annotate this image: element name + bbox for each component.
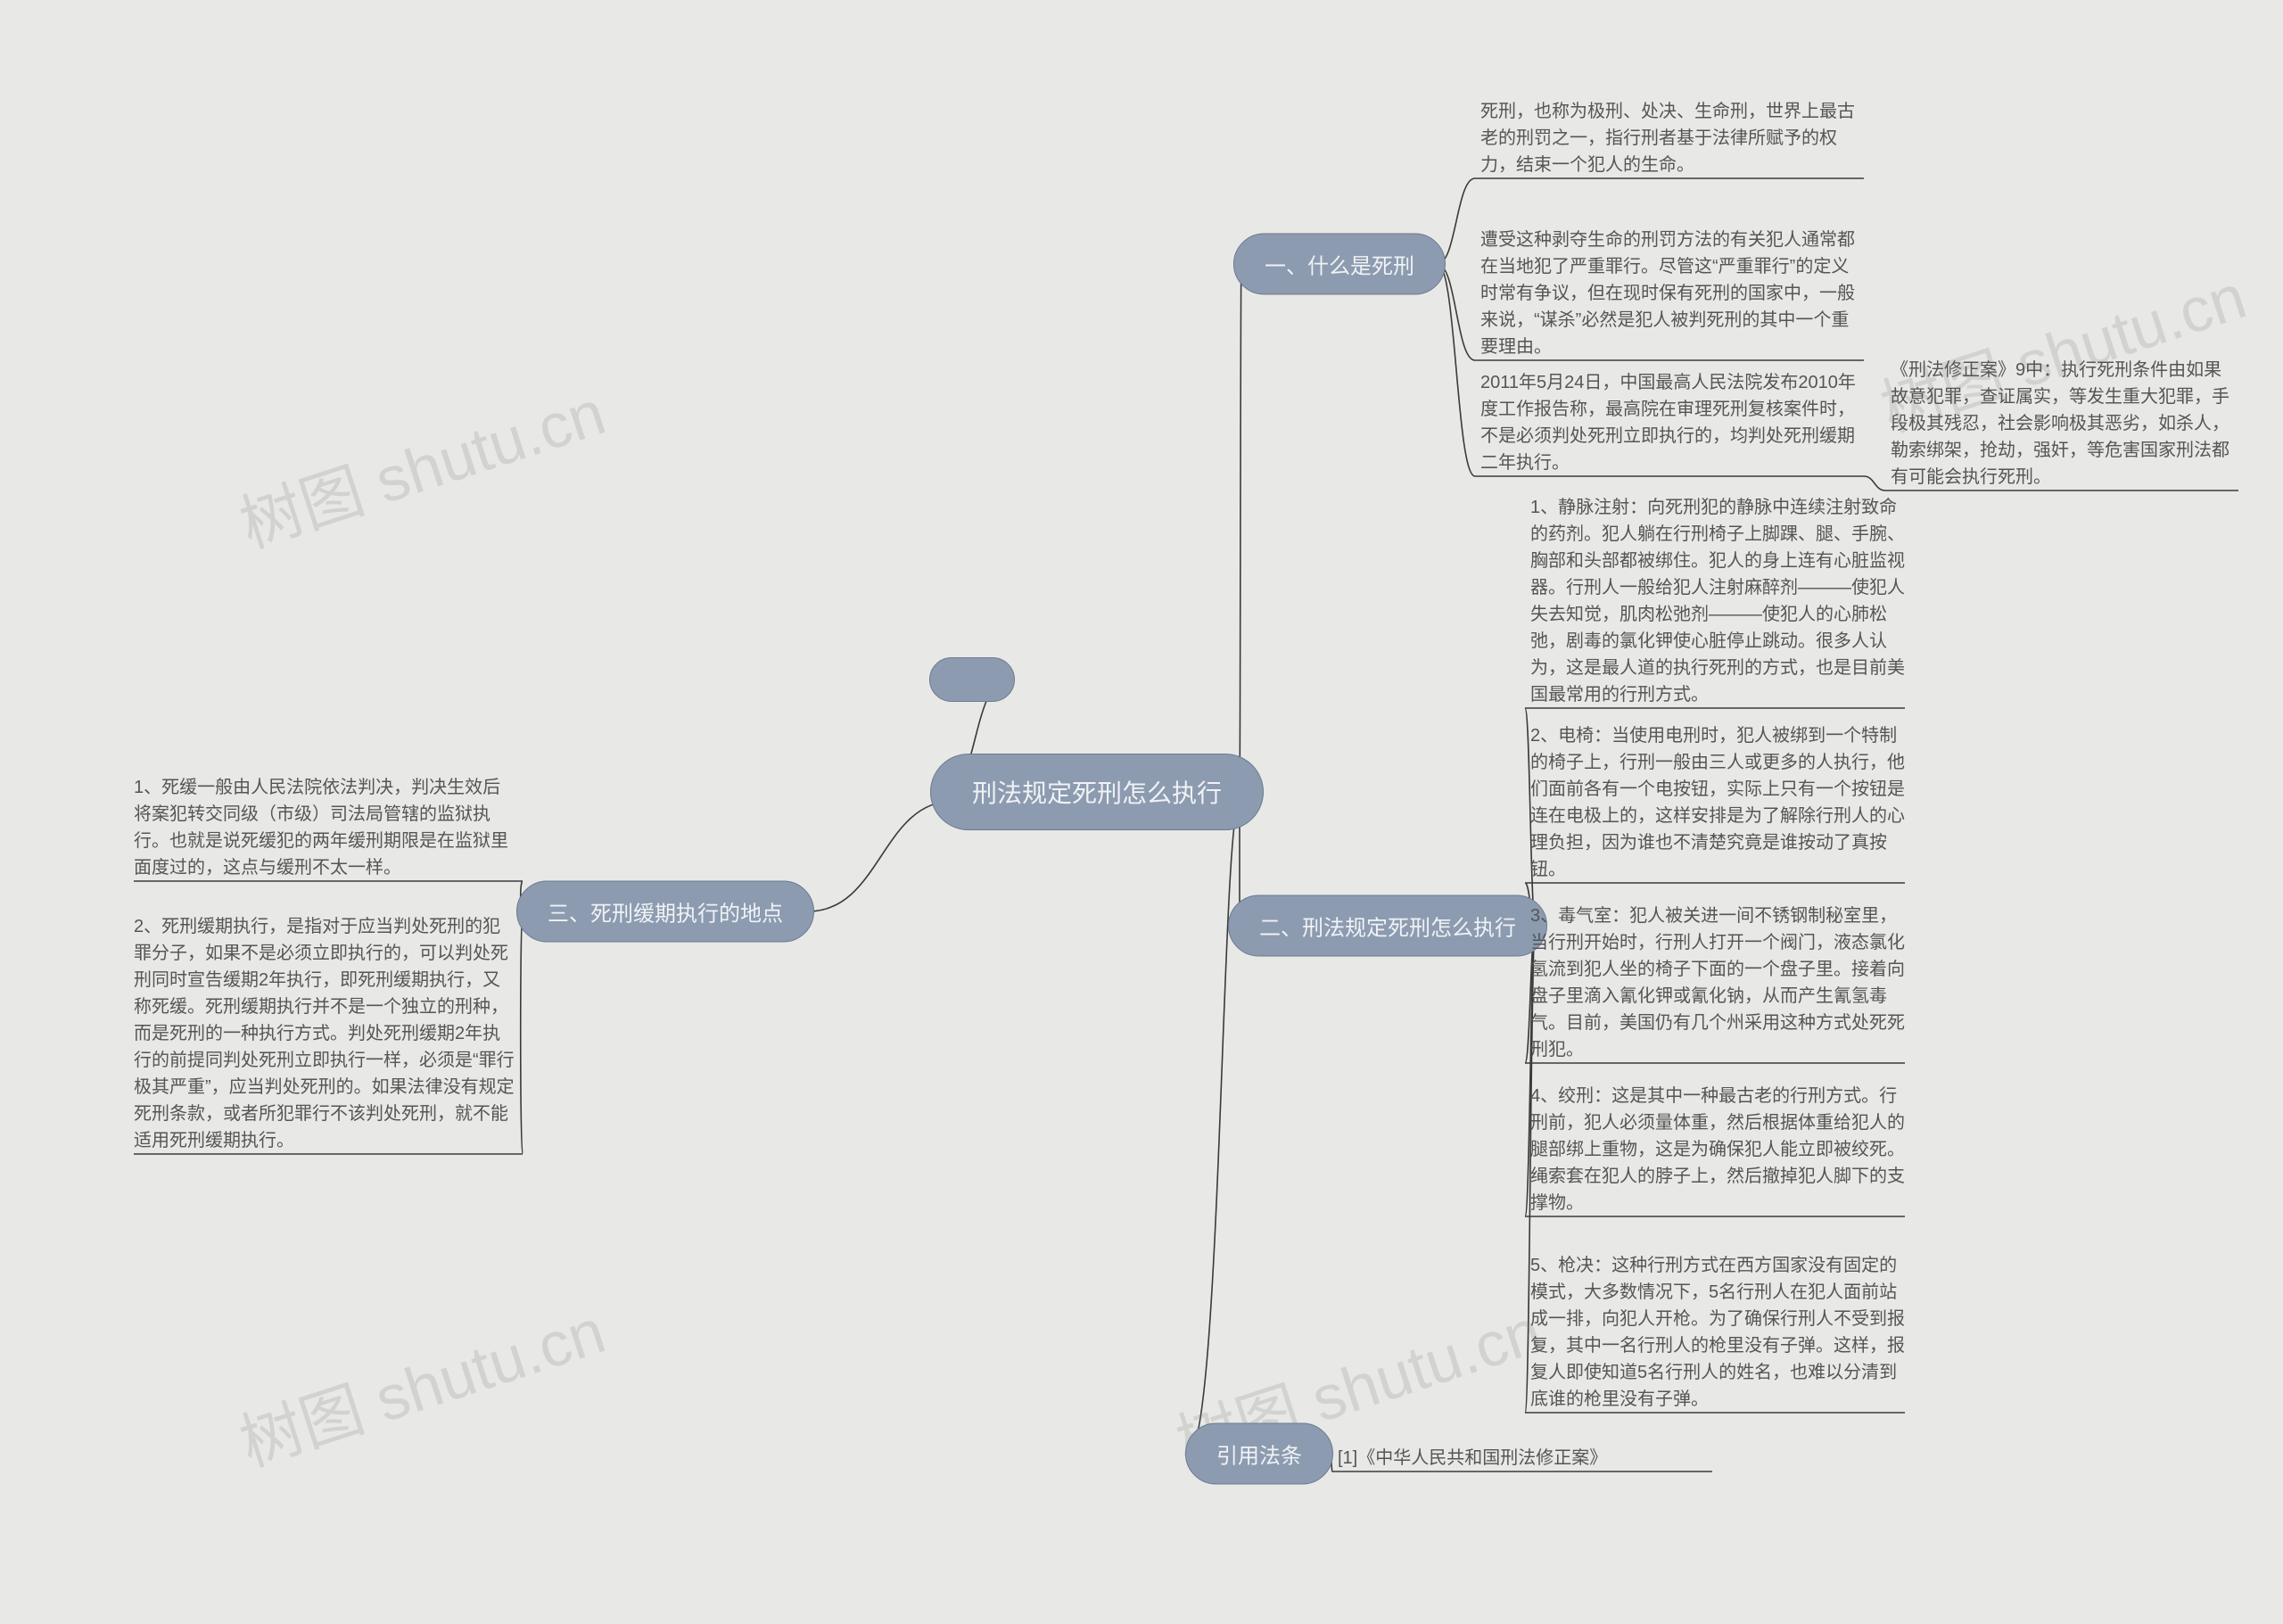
leaf-b4-1: 2、死刑缓期执行，是指对于应当判处死刑的犯罪分子，如果不是必须立即执行的，可以判…: [134, 913, 517, 1154]
leaf-b2-0: 1、静脉注射：向死刑犯的静脉中连续注射致命的药剂。犯人躺在行刑椅子上脚踝、腿、手…: [1530, 494, 1905, 708]
leaf-b1-0: 死刑，也称为极刑、处决、生命刑，世界上最古老的刑罚之一，指行刑者基于法律所赋予的…: [1480, 98, 1864, 178]
leaf-b1-2: 2011年5月24日，中国最高人民法院发布2010年度工作报告称，最高院在审理死…: [1480, 369, 1864, 476]
leaf-b4-0: 1、死缓一般由人民法院依法判决，判决生效后将案犯转交同级（市级）司法局管辖的监狱…: [134, 774, 517, 881]
leaf-b2-3: 4、绞刑：这是其中一种最古老的行刑方式。行刑前，犯人必须量体重，然后根据体重给犯…: [1530, 1083, 1905, 1216]
leaf-b2-4: 5、枪决：这种行刑方式在西方国家没有固定的模式，大多数情况下，5名行刑人在犯人面…: [1530, 1252, 1905, 1413]
branch-node-3[interactable]: 引用法条: [1185, 1423, 1333, 1485]
branch-node-1[interactable]: 一、什么是死刑: [1233, 234, 1446, 295]
leaf-b3-0: [1]《中华人民共和国刑法修正案》: [1338, 1445, 1712, 1471]
empty-node[interactable]: [929, 657, 1015, 702]
leaf-b1-1: 遭受这种剥夺生命的刑罚方法的有关犯人通常都在当地犯了严重罪行。尽管这“严重罪行”…: [1480, 227, 1864, 360]
branch-node-4[interactable]: 三、死刑缓期执行的地点: [516, 881, 814, 943]
watermark: 树图 shutu.cn: [227, 1282, 615, 1484]
central-node[interactable]: 刑法规定死刑怎么执行: [930, 754, 1264, 830]
branch-node-2[interactable]: 二、刑法规定死刑怎么执行: [1228, 895, 1547, 957]
watermark: 树图 shutu.cn: [227, 363, 615, 565]
leaf-b2-2: 3、毒气室：犯人被关进一间不锈钢制秘室里，当行刑开始时，行刑人打开一个阀门，液态…: [1530, 903, 1905, 1063]
leaf-b2-1: 2、电椅：当使用电刑时，犯人被绑到一个特制的椅子上，行刑一般由三人或更多的人执行…: [1530, 722, 1905, 883]
leaf-b1-sub-0: 《刑法修正案》9中：执行死刑条件由如果故意犯罪，查证属实，等发生重大犯罪，手段极…: [1891, 357, 2238, 490]
